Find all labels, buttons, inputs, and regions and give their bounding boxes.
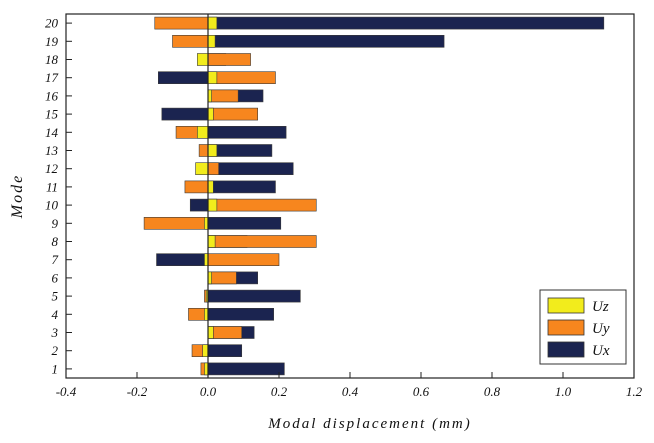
y-tick-label: 4	[52, 307, 59, 322]
bar-uy-mode-10	[207, 198, 317, 212]
bar-uy-mode-18	[207, 53, 251, 66]
bar-ux-mode-9	[207, 217, 282, 230]
bar-ux-mode-12	[207, 162, 294, 175]
bar-ux-mode-20	[207, 16, 605, 30]
y-tick-label: 15	[45, 107, 59, 122]
y-tick-label: 19	[45, 34, 59, 49]
x-tick-label: 0.8	[484, 384, 501, 399]
bar-uz-mode-8	[207, 235, 216, 248]
bar-uy-mode-17	[207, 71, 276, 84]
bar-uy-mode-11	[184, 180, 209, 194]
y-tick-label: 13	[45, 143, 59, 158]
y-tick-label: 20	[45, 16, 59, 31]
bar-ux-mode-17	[158, 71, 209, 84]
bar-ux-mode-7	[156, 253, 209, 266]
y-tick-label: 17	[45, 70, 59, 85]
y-tick-label: 3	[51, 325, 59, 340]
bar-ux-mode-4	[207, 307, 274, 321]
x-tick-label: -0.4	[56, 384, 77, 399]
bar-uy-mode-6	[207, 271, 237, 285]
y-tick-label: 16	[45, 88, 59, 103]
bar-uz-mode-12	[195, 162, 209, 175]
bar-uy-mode-20	[154, 16, 209, 30]
bar-uy-mode-19	[172, 34, 209, 48]
x-tick-label: 1.2	[626, 384, 643, 399]
y-tick-label: 18	[45, 52, 59, 67]
x-tick-label: 0.4	[342, 384, 359, 399]
bar-ux-mode-2	[207, 344, 243, 358]
y-tick-label: 7	[52, 252, 59, 267]
bar-uy-mode-12	[207, 162, 219, 175]
bar-ux-mode-1	[207, 362, 285, 376]
y-tick-label: 10	[45, 198, 59, 213]
y-tick-label: 11	[46, 179, 58, 194]
legend: Uz Uy Ux	[539, 289, 627, 365]
bar-uy-mode-9	[143, 217, 209, 230]
legend-swatch-uz	[547, 297, 585, 314]
bar-ux-mode-13	[207, 144, 273, 157]
bar-uz-mode-19	[207, 34, 216, 48]
ticks-layer: -0.4 -0.2 0.0 0.2 0.4 0.6 0.8 1.0 1.212345678910…	[45, 16, 643, 399]
y-tick-label: 2	[52, 343, 59, 358]
y-tick-label: 12	[45, 161, 59, 176]
y-tick-label: 14	[45, 125, 59, 140]
bar-uy-mode-7	[207, 253, 280, 266]
bars-layer	[143, 16, 605, 376]
y-tick-label: 1	[52, 361, 59, 376]
y-tick-label: 8	[52, 234, 59, 249]
bar-uz-mode-13	[207, 144, 218, 157]
bar-ux-mode-11	[207, 180, 276, 194]
legend-swatch-ux	[547, 341, 585, 358]
x-axis-label: Modal displacement (mm)	[267, 416, 471, 432]
legend-label-uz: Uz	[592, 299, 609, 315]
bar-uy-mode-15	[207, 107, 259, 121]
bar-uz-mode-17	[207, 71, 218, 84]
bar-ux-mode-10	[189, 198, 209, 212]
bar-uy-mode-8	[207, 235, 317, 248]
x-tick-label: 0.6	[413, 384, 430, 399]
bar-uz-mode-11	[207, 180, 214, 194]
bar-uz-mode-20	[207, 16, 218, 30]
y-tick-label: 5	[52, 289, 59, 304]
legend-label-uy: Uy	[592, 321, 610, 337]
y-axis-label: Mode	[9, 174, 26, 219]
legend-label-ux: Ux	[592, 343, 610, 359]
bar-uz-mode-14	[197, 126, 209, 139]
bar-ux-mode-14	[207, 126, 287, 139]
bar-uy-mode-16	[207, 89, 239, 103]
legend-swatch-uy	[547, 319, 585, 336]
bar-ux-mode-5	[207, 289, 301, 303]
bar-uz-mode-3	[207, 326, 214, 339]
bar-uz-mode-10	[207, 198, 218, 212]
y-tick-label: 6	[52, 270, 59, 285]
bar-uz-mode-15	[207, 107, 214, 121]
x-tick-label: 0.0	[200, 384, 217, 399]
x-tick-label: -0.2	[127, 384, 148, 399]
x-tick-label: 0.2	[271, 384, 288, 399]
x-tick-label: 1.0	[555, 384, 572, 399]
bar-ux-mode-15	[161, 107, 209, 121]
bar-ux-mode-19	[207, 34, 445, 48]
bar-uz-mode-18	[197, 53, 209, 66]
bar-uy-mode-13	[198, 144, 209, 157]
bar-uz-mode-2	[202, 344, 209, 358]
y-tick-label: 9	[52, 216, 59, 231]
